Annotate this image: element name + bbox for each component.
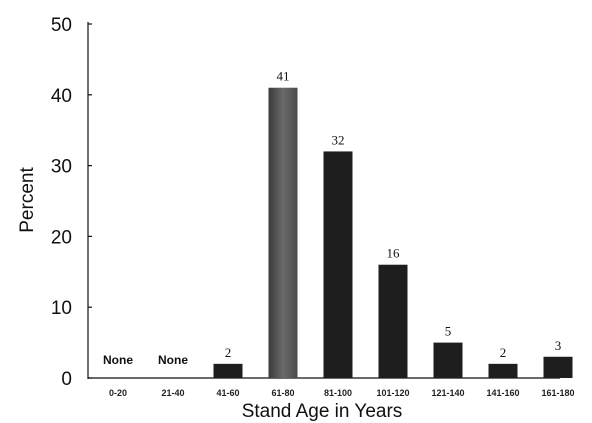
y-tick-label: 30 [51, 157, 72, 178]
bar [268, 87, 298, 378]
bar [543, 356, 573, 378]
x-tick-label: 81-100 [324, 388, 352, 398]
data-label: 32 [332, 132, 345, 147]
data-label: 5 [445, 324, 452, 339]
bar [323, 151, 353, 378]
x-tick-label: 61-80 [271, 388, 294, 398]
x-tick-label: 141-160 [486, 388, 519, 398]
bar [378, 264, 408, 378]
y-tick-label: 20 [51, 227, 72, 248]
bar [213, 363, 243, 378]
x-tick-label: 21-40 [161, 388, 184, 398]
data-label: None [158, 353, 188, 367]
y-axis-title: Percent [17, 167, 38, 233]
bar [433, 342, 463, 378]
y-tick-label: 50 [51, 15, 72, 36]
x-tick-label: 121-140 [431, 388, 464, 398]
x-tick-label: 161-180 [541, 388, 574, 398]
x-tick-label: 41-60 [216, 388, 239, 398]
data-label: 2 [225, 345, 232, 360]
data-label: 3 [555, 338, 562, 353]
data-label: None [103, 353, 133, 367]
data-label: 16 [387, 246, 401, 261]
x-tick-label: 101-120 [376, 388, 409, 398]
y-tick-label: 10 [51, 298, 72, 319]
x-tick-label: 0-20 [109, 388, 127, 398]
bar [488, 363, 518, 378]
x-axis-title: Stand Age in Years [242, 401, 403, 422]
y-tick-label: 0 [61, 369, 72, 390]
data-label: 2 [500, 345, 507, 360]
data-label: 41 [277, 69, 290, 84]
y-tick-label: 40 [51, 86, 72, 107]
